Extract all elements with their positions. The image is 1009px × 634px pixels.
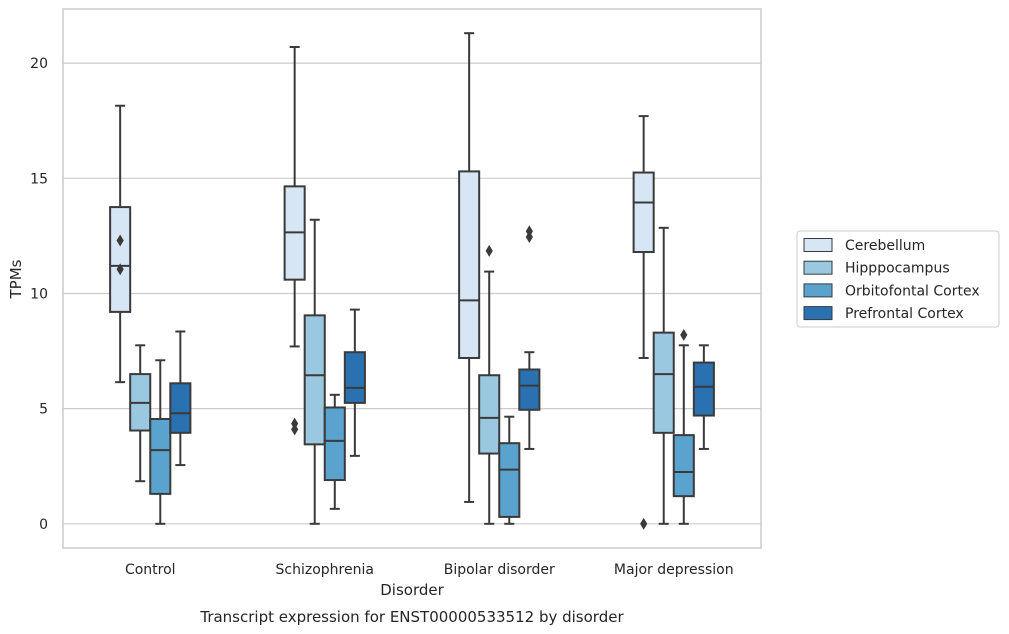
y-tick-label: 10 [30, 286, 48, 302]
box-body [109, 206, 132, 313]
y-axis-title: TPMs [7, 259, 25, 299]
legend-swatch [803, 260, 833, 275]
legend-swatch [803, 238, 833, 252]
box [652, 226, 675, 525]
legend: Cerebellum Hipppocampus Orbitofontal Corte… [796, 230, 1000, 328]
box [169, 330, 192, 467]
box-groups [109, 32, 715, 530]
box [129, 344, 152, 483]
box [672, 328, 695, 525]
box-body [518, 368, 541, 411]
box-body [652, 331, 675, 434]
box-body [692, 361, 715, 417]
outlier-point [116, 234, 124, 247]
legend-items: Cerebellum Hipppocampus Orbitofontal Corte… [803, 238, 980, 322]
legend-swatch [803, 283, 833, 298]
box [343, 308, 366, 457]
x-tick-label: Major depression [614, 562, 734, 578]
y-tick-label: 0 [39, 517, 48, 533]
box-body [323, 406, 346, 482]
y-tick-label: 20 [30, 56, 48, 72]
box-body [303, 314, 326, 446]
legend-label: Orbitofontal Cortex [845, 283, 980, 299]
box-body [169, 382, 192, 434]
outlier-point [640, 517, 648, 530]
box [149, 359, 172, 525]
legend-label: Prefrontal Cortex [845, 306, 964, 322]
figure-caption: Transcript expression for ENST0000053351… [199, 608, 624, 626]
box-body [632, 171, 655, 254]
legend-swatch [803, 306, 833, 321]
x-tick-label: Bipolar disorder [444, 562, 555, 578]
y-tick-labels: 0 5 10 15 20 [30, 56, 48, 533]
outlier-point [680, 328, 688, 341]
box [283, 46, 306, 436]
x-axis-title: Disorder [380, 581, 444, 599]
y-tick-label: 15 [30, 171, 48, 187]
box-body [149, 418, 172, 495]
box [632, 115, 655, 530]
box-body [672, 434, 695, 498]
legend-label: Cerebellum [845, 238, 925, 254]
outlier-point [525, 225, 533, 238]
x-tick-label: Control [125, 562, 176, 578]
box-body [343, 351, 366, 404]
box [458, 32, 481, 503]
legend-frame [796, 230, 1000, 328]
x-tick-label: Schizophrenia [276, 562, 374, 578]
outlier-point [485, 244, 493, 257]
box [323, 393, 346, 510]
outlier-point [116, 263, 124, 276]
box [303, 218, 326, 525]
box-body [458, 170, 481, 359]
legend-label: Hipppocampus [845, 261, 950, 277]
box [498, 415, 521, 525]
box [692, 344, 715, 450]
box [109, 104, 132, 384]
box [518, 225, 541, 450]
box-body [498, 442, 521, 518]
plot-area-frame [62, 8, 762, 549]
box-body [478, 374, 501, 455]
box [478, 244, 501, 525]
x-tick-labels: Control Schizophrenia Bipolar disorder Majo… [125, 562, 734, 578]
outlier-point [291, 417, 299, 430]
y-tick-label: 5 [39, 402, 48, 418]
